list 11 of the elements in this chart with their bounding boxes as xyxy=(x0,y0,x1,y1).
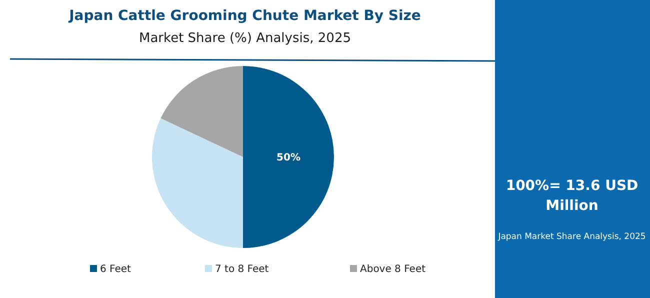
text: Japan Market Share Analysis, 2025 xyxy=(497,232,646,242)
legend-label: Above 8 Feet xyxy=(360,264,426,275)
legend-label: 7 to 8 Feet xyxy=(215,264,269,275)
pie-slice xyxy=(243,66,334,248)
chart-title: Japan Cattle Grooming Chute Market By Size xyxy=(68,8,421,24)
data-label: 50% xyxy=(276,152,300,164)
chart-subtitle: Market Share (%) Analysis, 2025 xyxy=(138,31,352,46)
legend-label: 6 Feet xyxy=(100,264,132,275)
pie-slice xyxy=(160,66,243,157)
pie-slice xyxy=(152,118,243,248)
text: 100%= 13.6 USD Million xyxy=(506,178,638,214)
